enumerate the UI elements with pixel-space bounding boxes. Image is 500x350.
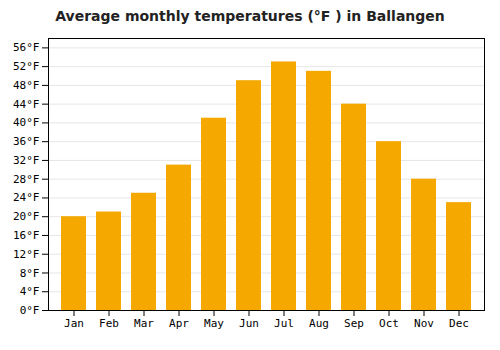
svg-text:32°F: 32°F: [13, 154, 40, 167]
svg-text:Mar: Mar: [134, 317, 154, 330]
svg-text:Sep: Sep: [344, 317, 364, 330]
svg-text:8°F: 8°F: [20, 267, 40, 280]
svg-text:Jan: Jan: [64, 317, 84, 330]
svg-text:0°F: 0°F: [20, 304, 40, 317]
svg-text:48°F: 48°F: [13, 79, 40, 92]
svg-text:Oct: Oct: [379, 317, 399, 330]
svg-text:Jun: Jun: [239, 317, 259, 330]
svg-text:52°F: 52°F: [13, 60, 40, 73]
svg-text:May: May: [204, 317, 224, 330]
svg-text:Dec: Dec: [449, 317, 469, 330]
svg-text:40°F: 40°F: [13, 116, 40, 129]
svg-text:Jul: Jul: [274, 317, 294, 330]
svg-text:4°F: 4°F: [20, 285, 40, 298]
svg-text:Feb: Feb: [99, 317, 119, 330]
svg-text:24°F: 24°F: [13, 191, 40, 204]
svg-text:Apr: Apr: [169, 317, 189, 330]
svg-text:28°F: 28°F: [13, 173, 40, 186]
html-text:Average monthly temperatures (: Average monthly temperatures (°F ) in Ba…: [55, 8, 445, 24]
svg-text:56°F: 56°F: [13, 41, 40, 54]
svg-text:16°F: 16°F: [13, 229, 40, 242]
svg-text:44°F: 44°F: [13, 98, 40, 111]
svg-text:Aug: Aug: [309, 317, 329, 330]
svg-text:Nov: Nov: [414, 317, 434, 330]
svg-text:20°F: 20°F: [13, 210, 40, 223]
svg-text:12°F: 12°F: [13, 248, 40, 261]
svg-text:36°F: 36°F: [13, 135, 40, 148]
